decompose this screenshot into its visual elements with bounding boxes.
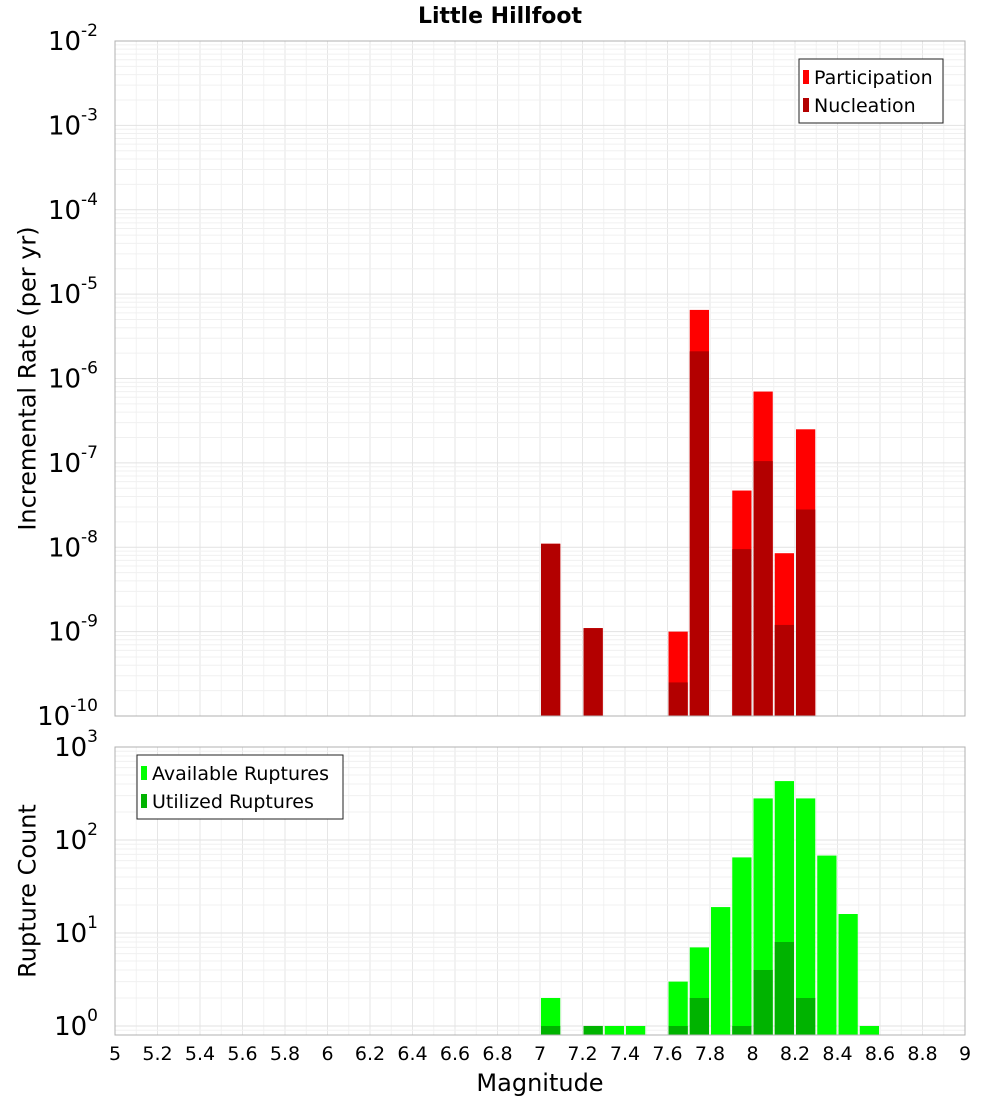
legend-swatch: [803, 98, 809, 112]
bar: [732, 857, 752, 1035]
bar: [732, 549, 752, 716]
y-tick-label: 101: [54, 913, 98, 949]
x-tick-label: 7.4: [610, 1043, 640, 1065]
bar: [753, 461, 773, 716]
x-tick-label: 8.4: [822, 1043, 852, 1065]
legend-swatch: [803, 70, 809, 84]
bar: [796, 798, 816, 1035]
rate-panel-grid: [114, 40, 966, 717]
x-tick-label: 5.6: [227, 1043, 257, 1065]
x-tick-label: 6.4: [397, 1043, 427, 1065]
rate-panel-y-ticks: 10-10 10-9 10-8 10-7 10-6 10-5 10-4 10-3 10-2: [37, 21, 98, 732]
x-tick-label: 7.6: [652, 1043, 682, 1065]
y-tick-label: 102: [54, 820, 98, 856]
y-tick-label: 103: [54, 727, 98, 763]
x-tick-label: 5: [109, 1043, 121, 1065]
bar: [711, 907, 731, 1035]
y-tick-label: 10-2: [48, 21, 98, 57]
x-axis-ticks: 5 5.2 5.4 5.6 5.8 6 6.2 6.4 6.6 6.8 7 7.2 7.4 7.6 7.8 8…: [109, 1043, 971, 1065]
x-tick-label: 7.2: [567, 1043, 597, 1065]
bar: [583, 1025, 603, 1035]
rate-panel-bars: [541, 309, 816, 716]
bar: [796, 997, 816, 1035]
y-tick-label: 10-6: [48, 359, 98, 395]
legend-label: Nucleation: [814, 95, 916, 117]
bar: [838, 914, 858, 1035]
x-tick-label: 7.8: [695, 1043, 725, 1065]
bar: [583, 628, 603, 716]
legend-label: Available Ruptures: [152, 763, 329, 785]
bar: [541, 997, 561, 1035]
bar: [689, 997, 709, 1035]
bar: [796, 509, 816, 716]
y-tick-label: 10-10: [37, 696, 98, 732]
count-panel-legend: Available Ruptures Utilized Ruptures: [136, 754, 344, 820]
x-tick-label: 9: [959, 1043, 971, 1065]
chart-title: Little Hillfoot: [418, 4, 583, 29]
x-tick-label: 5.2: [142, 1043, 172, 1065]
bar: [774, 624, 794, 716]
x-tick-label: 7: [534, 1043, 546, 1065]
count-panel-y-axis-label: Rupture Count: [13, 804, 41, 978]
bar: [859, 1025, 879, 1035]
bar: [541, 543, 561, 716]
rate-panel-frame: [114, 40, 966, 717]
rate-panel-legend: Participation Nucleation: [798, 58, 944, 124]
x-tick-label: 8.8: [907, 1043, 937, 1065]
bar: [774, 942, 794, 1035]
legend-swatch: [141, 766, 147, 780]
bar: [668, 682, 688, 716]
count-panel-bars: [541, 781, 879, 1035]
x-tick-label: 6.6: [440, 1043, 470, 1065]
x-tick-label: 8: [746, 1043, 758, 1065]
x-tick-label: 8.6: [865, 1043, 895, 1065]
rate-panel: 10-10 10-9 10-8 10-7 10-6 10-5 10-4 10-3 10-2 In…: [13, 21, 966, 732]
y-tick-label: 10-9: [48, 612, 98, 648]
bar: [689, 351, 709, 716]
bar: [668, 1025, 688, 1035]
y-tick-label: 10-7: [48, 443, 98, 479]
x-tick-label: 5.8: [270, 1043, 300, 1065]
bar: [541, 1025, 561, 1035]
count-panel-frame: [114, 746, 966, 1036]
y-tick-label: 10-5: [48, 274, 98, 310]
bar: [626, 1025, 646, 1035]
legend-swatch: [141, 794, 147, 808]
rate-panel-y-axis-label: Incremental Rate (per yr): [13, 226, 41, 530]
x-tick-label: 8.2: [780, 1043, 810, 1065]
x-tick-label: 6: [321, 1043, 333, 1065]
count-panel-y-ticks: 100 101 102 103: [54, 727, 98, 1042]
bar: [753, 969, 773, 1035]
y-tick-label: 100: [54, 1006, 98, 1042]
bar: [817, 855, 837, 1035]
legend-label: Utilized Ruptures: [152, 791, 314, 813]
y-tick-label: 10-3: [48, 105, 98, 141]
bar: [604, 1025, 624, 1035]
bar: [732, 1025, 752, 1035]
x-tick-label: 5.4: [185, 1043, 215, 1065]
count-panel: 100 101 102 103 Rupture Count Available Rup…: [13, 727, 966, 1042]
x-axis-label: Magnitude: [476, 1069, 603, 1097]
x-tick-label: 6.8: [482, 1043, 512, 1065]
legend-label: Participation: [814, 67, 933, 89]
legend-box: [136, 754, 344, 820]
y-tick-label: 10-8: [48, 527, 98, 563]
x-tick-label: 6.2: [355, 1043, 385, 1065]
legend-box: [798, 58, 944, 124]
bar: [668, 981, 688, 1035]
y-tick-label: 10-4: [48, 190, 98, 226]
